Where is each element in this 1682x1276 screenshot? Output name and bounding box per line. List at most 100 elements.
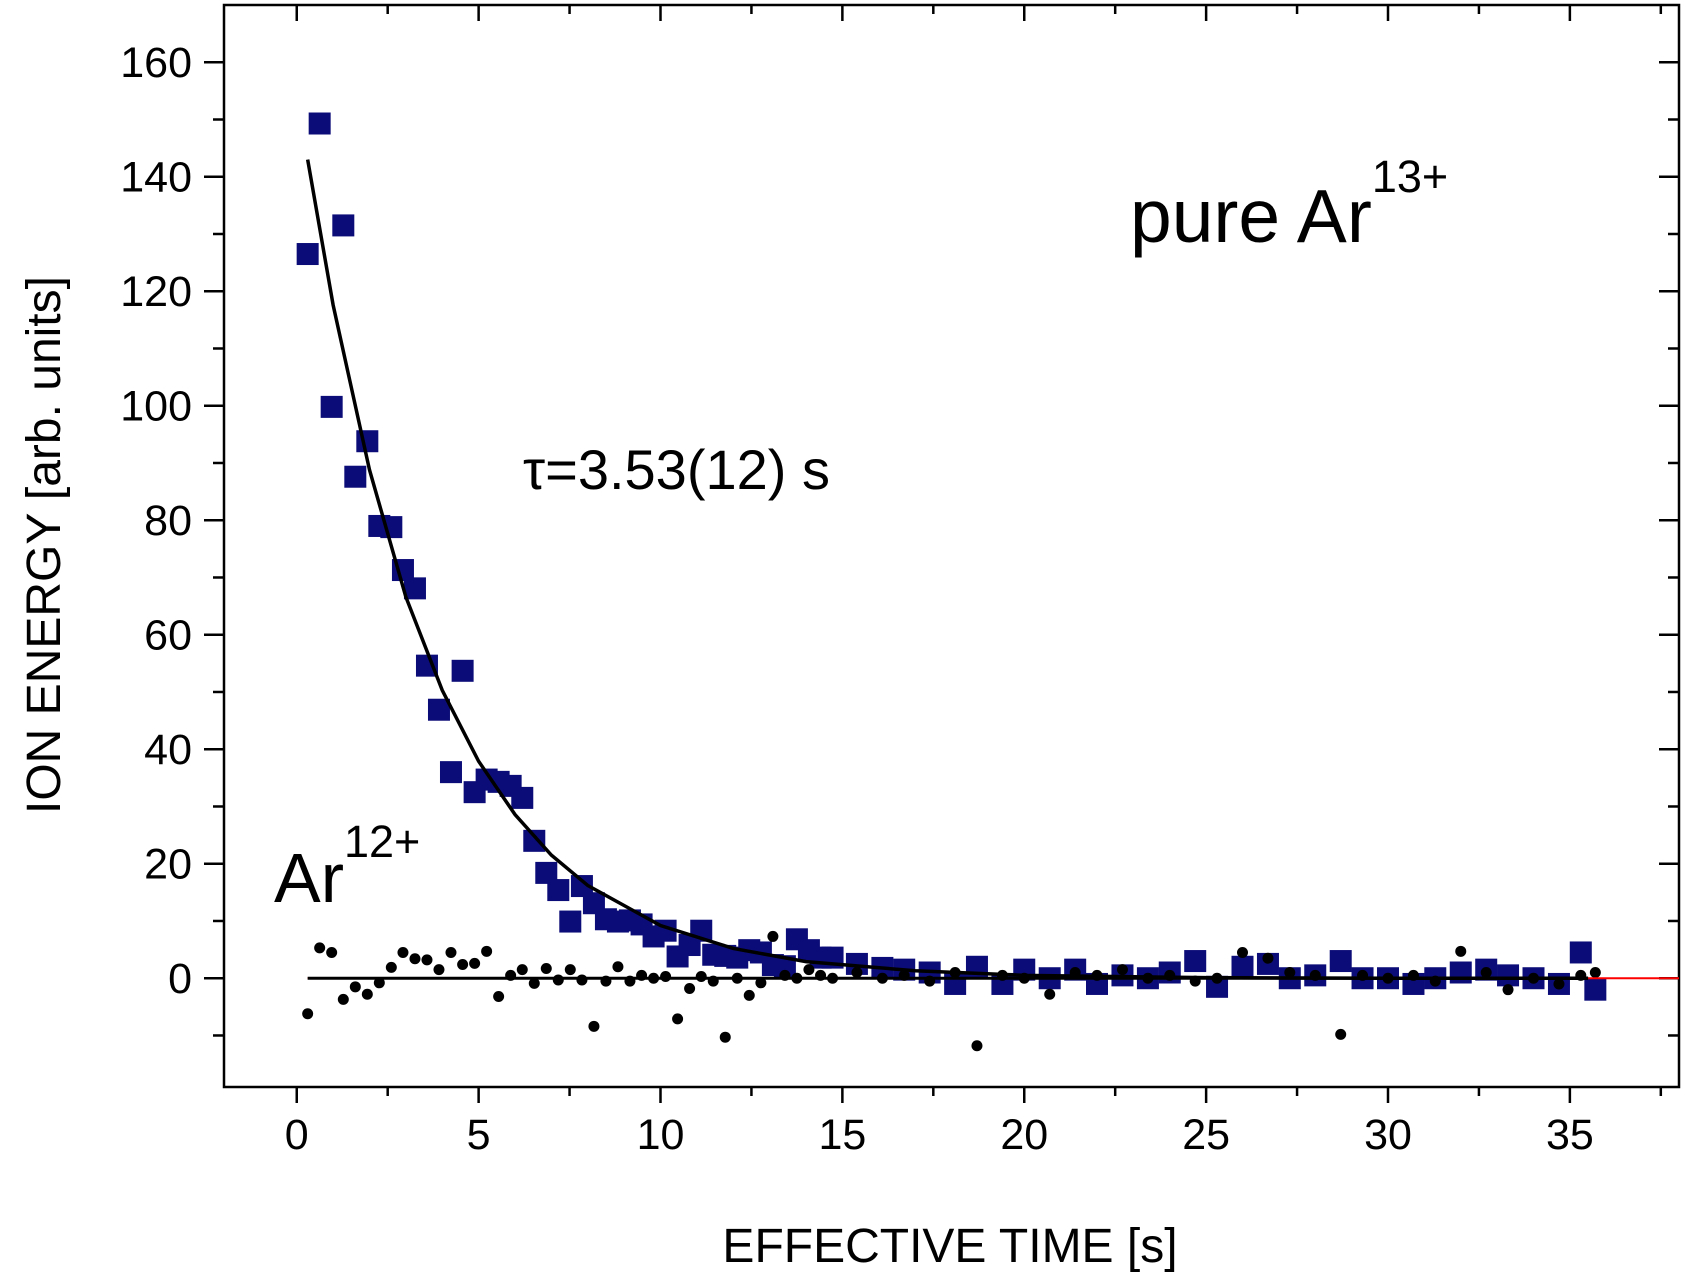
x-tick-label: 10 — [637, 1111, 685, 1159]
dot-marker — [493, 991, 505, 1003]
y-tick-label: 40 — [144, 726, 192, 774]
square-marker — [523, 829, 546, 852]
dot-marker — [1262, 952, 1274, 964]
annotation-sup: 12+ — [344, 816, 420, 867]
square-marker — [570, 875, 593, 898]
dot-marker — [349, 981, 361, 993]
dot-marker — [695, 971, 707, 983]
dot-marker — [851, 967, 863, 979]
square-marker — [415, 654, 438, 677]
square-marker — [1569, 941, 1592, 964]
dot-marker — [576, 974, 588, 986]
square-marker — [511, 786, 534, 809]
dot-marker — [1335, 1028, 1347, 1040]
x-tick-label: 5 — [467, 1111, 491, 1159]
annotation-text: pure Ar — [1130, 174, 1372, 258]
dot-marker — [397, 946, 409, 958]
dot-marker — [612, 961, 624, 973]
square-marker — [535, 861, 558, 884]
y-tick-label: 160 — [120, 39, 192, 87]
square-marker — [1184, 950, 1207, 973]
fit-line — [305, 159, 1589, 980]
dot-marker — [588, 1020, 600, 1032]
square-marker — [1206, 975, 1229, 998]
dot-marker — [1589, 967, 1601, 979]
y-tick-label: 80 — [144, 497, 192, 545]
dot-marker — [660, 971, 672, 983]
square-marker — [1329, 950, 1352, 973]
y-tick-label: 0 — [168, 955, 192, 1003]
square-marker — [559, 910, 582, 933]
x-tick-label: 25 — [1182, 1111, 1230, 1159]
annotation: τ=3.53(12) s — [523, 438, 830, 501]
square-marker — [845, 952, 868, 975]
x-axis-title: EFFECTIVE TIME [s] — [722, 1220, 1177, 1273]
dot-marker — [684, 983, 696, 995]
dot-marker — [564, 964, 576, 976]
y-tick-label: 60 — [144, 612, 192, 660]
dot-marker — [1284, 967, 1296, 979]
square-marker — [773, 955, 796, 978]
dot-marker — [552, 974, 564, 986]
x-tick-label: 30 — [1364, 1111, 1412, 1159]
dot-marker — [672, 1013, 684, 1025]
dot-marker — [1480, 967, 1492, 979]
y-tick-label: 140 — [120, 154, 192, 202]
square-marker — [547, 879, 570, 902]
plot-frame — [222, 3, 1681, 1089]
dot-marker — [337, 993, 349, 1005]
square-marker — [427, 698, 450, 721]
dot-marker — [755, 977, 767, 989]
dot-marker — [971, 1040, 983, 1052]
square-marker — [1231, 955, 1254, 978]
square-marker — [320, 395, 343, 418]
dot-marker — [373, 977, 385, 989]
y-tick-label: 20 — [144, 841, 192, 889]
x-tick-label: 20 — [1000, 1111, 1048, 1159]
square-marker — [356, 430, 379, 453]
dot-marker — [1116, 964, 1128, 976]
dot-marker — [1455, 945, 1467, 957]
square-marker — [344, 465, 367, 488]
dot-marker — [302, 1008, 314, 1020]
dot-marker — [326, 946, 338, 958]
dot-marker — [540, 962, 552, 974]
dot-marker — [767, 930, 779, 942]
annotation-sup: 13+ — [1372, 151, 1448, 202]
dot-marker — [421, 954, 433, 966]
annotation: pure Ar13+ — [1130, 151, 1448, 258]
square-marker — [1256, 952, 1279, 975]
dot-marker — [361, 988, 373, 1000]
dot-marker — [1044, 988, 1056, 1000]
dot-marker — [1553, 978, 1565, 990]
dot-marker — [719, 1031, 731, 1043]
dot-marker — [1502, 984, 1514, 996]
y-tick-label: 120 — [120, 268, 192, 316]
dot-marker — [803, 964, 815, 976]
annotation-text: Ar — [274, 839, 344, 917]
dot-marker — [516, 964, 528, 976]
x-tick-label: 35 — [1546, 1111, 1594, 1159]
x-tick-label: 15 — [818, 1111, 866, 1159]
dot-marker — [314, 942, 326, 954]
square-marker — [1449, 961, 1472, 984]
square-marker — [332, 214, 355, 237]
square-marker — [439, 761, 462, 784]
dot-marker — [528, 977, 540, 989]
annotation: Ar12+ — [274, 816, 420, 917]
dot-marker — [743, 989, 755, 1001]
y-axis-title: ION ENERGY [arb. units] — [18, 276, 71, 814]
annotation-text: τ=3.53(12) s — [523, 438, 830, 501]
dot-marker — [469, 957, 481, 969]
square-marker — [451, 659, 474, 682]
square-marker — [308, 112, 331, 135]
square-marker — [1584, 978, 1607, 1001]
square-marker — [403, 577, 426, 600]
dot-marker — [409, 953, 421, 965]
dot-marker — [385, 961, 397, 973]
dot-marker — [433, 964, 445, 976]
dot-marker — [457, 958, 469, 970]
square-marker — [296, 243, 319, 266]
x-tick-label: 0 — [285, 1111, 309, 1159]
